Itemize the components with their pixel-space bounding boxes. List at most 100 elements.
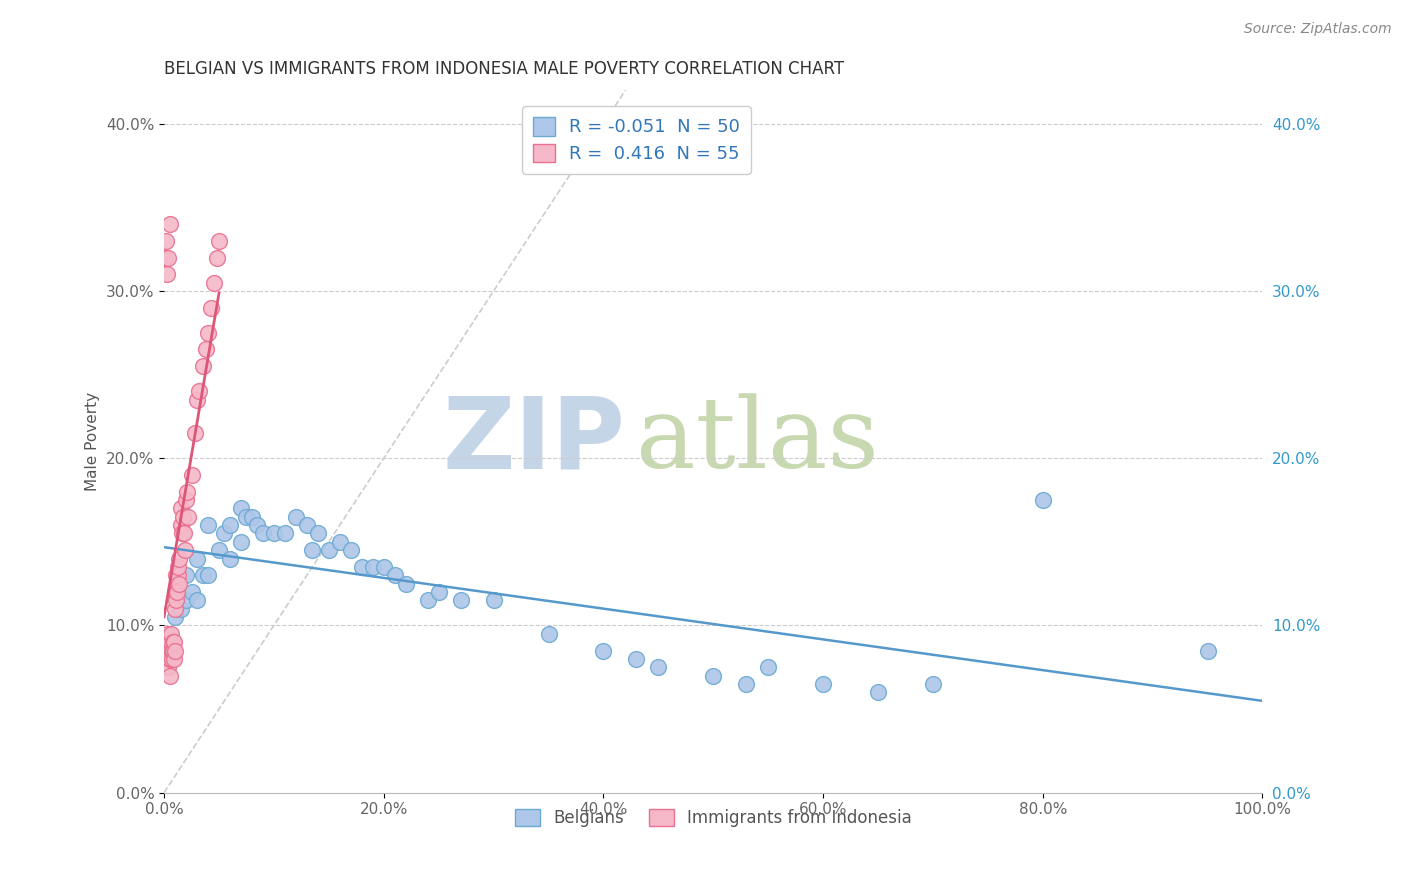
Point (252, 526, 274, 541)
Point (866, 685, 889, 699)
Point (169, 576, 191, 591)
Point (159, 635, 181, 649)
Point (160, 652, 183, 666)
Point (163, 635, 186, 649)
Point (153, 251, 176, 265)
Point (219, 551, 242, 566)
Point (173, 526, 195, 541)
Point (155, 635, 177, 649)
Point (361, 560, 384, 574)
Point (157, 652, 180, 666)
Point (482, 593, 505, 607)
Point (922, 677, 945, 691)
Y-axis label: Male Poverty: Male Poverty (86, 392, 100, 491)
Point (169, 518, 191, 533)
Point (165, 593, 187, 607)
Point (170, 526, 193, 541)
Point (153, 643, 176, 657)
Point (229, 501, 252, 516)
Point (180, 467, 202, 482)
Point (274, 526, 297, 541)
Point (184, 426, 207, 441)
Point (174, 568, 197, 582)
Point (159, 217, 181, 231)
Point (174, 543, 197, 558)
Point (246, 518, 269, 533)
Point (165, 585, 187, 599)
Point (384, 568, 406, 582)
Point (197, 326, 219, 340)
Point (186, 392, 208, 407)
Point (165, 568, 187, 582)
Point (156, 267, 179, 281)
Point (427, 585, 450, 599)
Point (191, 568, 214, 582)
Point (450, 593, 472, 607)
Point (156, 643, 179, 657)
Point (155, 660, 177, 674)
Point (169, 601, 191, 615)
Point (165, 643, 187, 657)
Point (301, 543, 323, 558)
Point (163, 652, 186, 666)
Point (153, 652, 176, 666)
Point (160, 643, 183, 657)
Point (200, 301, 222, 315)
Point (197, 568, 219, 582)
Point (373, 560, 395, 574)
Point (307, 526, 329, 541)
Point (202, 276, 225, 290)
Point (647, 660, 669, 674)
Point (240, 509, 263, 524)
Point (165, 610, 187, 624)
Point (235, 509, 257, 524)
Text: BELGIAN VS IMMIGRANTS FROM INDONESIA MALE POVERTY CORRELATION CHART: BELGIAN VS IMMIGRANTS FROM INDONESIA MAL… (165, 60, 844, 78)
Point (166, 585, 188, 599)
Legend: Belgians, Immigrants from Indonesia: Belgians, Immigrants from Indonesia (508, 802, 918, 833)
Point (214, 526, 236, 541)
Text: Source: ZipAtlas.com: Source: ZipAtlas.com (1244, 22, 1392, 37)
Point (159, 668, 181, 682)
Point (197, 518, 219, 533)
Point (188, 384, 211, 399)
Point (263, 526, 285, 541)
Point (1032, 493, 1054, 508)
Point (157, 660, 180, 674)
Point (162, 643, 184, 657)
Point (416, 593, 439, 607)
Point (735, 677, 758, 691)
Point (194, 343, 217, 357)
Point (169, 501, 191, 516)
Point (165, 601, 187, 615)
Point (191, 359, 214, 374)
Point (169, 551, 191, 566)
Point (295, 518, 318, 533)
Point (702, 668, 724, 682)
Point (811, 677, 834, 691)
Point (159, 635, 181, 649)
Point (162, 635, 184, 649)
Point (159, 627, 181, 641)
Point (626, 652, 648, 666)
Point (174, 593, 197, 607)
Point (180, 585, 202, 599)
Point (350, 560, 373, 574)
Point (329, 534, 352, 549)
Point (537, 627, 560, 641)
Point (284, 509, 307, 524)
Point (174, 493, 197, 508)
Point (318, 543, 340, 558)
Point (1197, 643, 1219, 657)
Text: ZIP: ZIP (443, 393, 626, 490)
Point (756, 660, 779, 674)
Text: atlas: atlas (637, 393, 879, 490)
Point (205, 251, 228, 265)
Point (340, 543, 363, 558)
Point (155, 234, 177, 248)
Point (167, 568, 190, 582)
Point (208, 234, 231, 248)
Point (592, 643, 614, 657)
Point (166, 576, 188, 591)
Point (229, 534, 252, 549)
Point (395, 576, 418, 591)
